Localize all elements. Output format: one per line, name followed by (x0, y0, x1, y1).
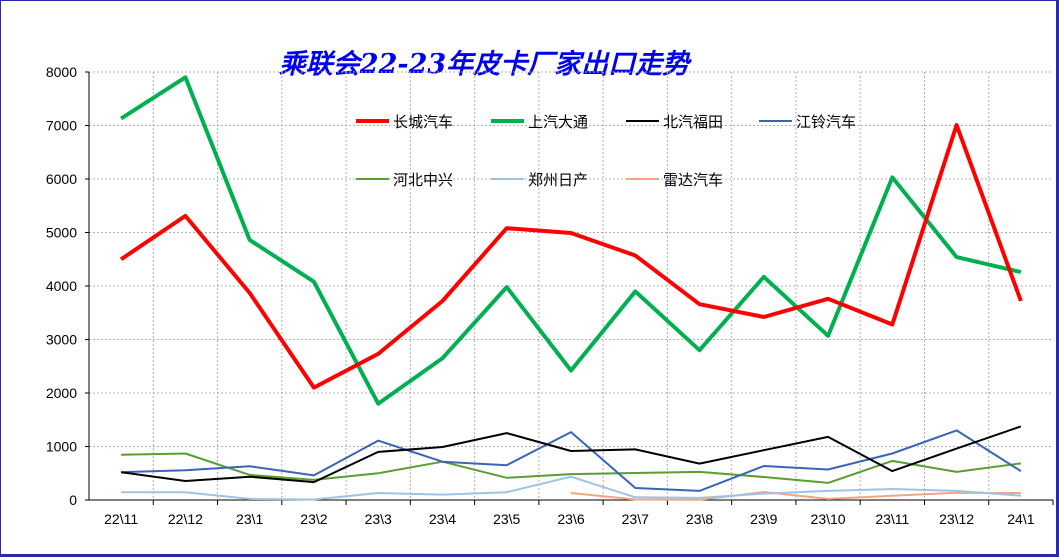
y-tick-label: 4000 (46, 278, 77, 294)
legend-label: 上汽大通 (528, 113, 588, 131)
y-tick-label: 0 (69, 492, 77, 508)
series-line-5 (121, 475, 1021, 501)
x-tick-label: 23\12 (939, 511, 974, 527)
x-tick-label: 23\5 (493, 511, 520, 527)
legend-label: 河北中兴 (393, 171, 453, 189)
series-line-6 (570, 491, 1021, 501)
x-tick-label: 23\1 (236, 511, 263, 527)
y-tick-label: 1000 (46, 439, 77, 455)
legend-label: 江铃汽车 (796, 113, 856, 131)
legend-label: 北汽福田 (663, 113, 723, 131)
chart-title: 乘联会22-23年皮卡厂家出口走势 (279, 49, 692, 80)
x-tick-label: 23\2 (300, 511, 327, 527)
x-tick-label: 22\12 (168, 511, 203, 527)
x-tick-label: 23\9 (750, 511, 777, 527)
y-tick-label: 3000 (46, 332, 77, 348)
series-lines (119, 75, 1023, 501)
x-tick-label: 23\11 (875, 511, 909, 527)
series-line-1 (120, 75, 1022, 406)
grid (89, 71, 1053, 500)
x-tick-label: 23\4 (429, 511, 456, 527)
legend-label: 郑州日产 (528, 171, 588, 189)
x-tick-label: 23\6 (557, 511, 584, 527)
y-tick-label: 2000 (46, 385, 77, 401)
y-tick-label: 7000 (46, 118, 77, 134)
y-tick-label: 8000 (46, 64, 77, 80)
series-line-4 (121, 452, 1022, 484)
y-tick-label: 5000 (46, 225, 77, 241)
legend-label: 雷达汽车 (663, 171, 723, 189)
x-tick-label: 23\3 (365, 511, 392, 527)
y-tick-label: 6000 (46, 171, 77, 187)
axes: 0 1000 2000 3000 4000 5000 6000 7000 8000 22\11 22… (46, 64, 1054, 527)
series-line-3 (121, 429, 1022, 492)
x-tick-label: 23\10 (811, 511, 846, 527)
x-tick-label: 24\1 (1007, 511, 1034, 527)
x-tick-label: 22\11 (104, 511, 138, 527)
series-line-2 (120, 425, 1022, 484)
x-tick-label: 23\7 (622, 511, 649, 527)
x-tick-label: 23\8 (686, 511, 713, 527)
legend-label: 长城汽车 (393, 113, 453, 131)
series-line-0 (119, 123, 1023, 390)
